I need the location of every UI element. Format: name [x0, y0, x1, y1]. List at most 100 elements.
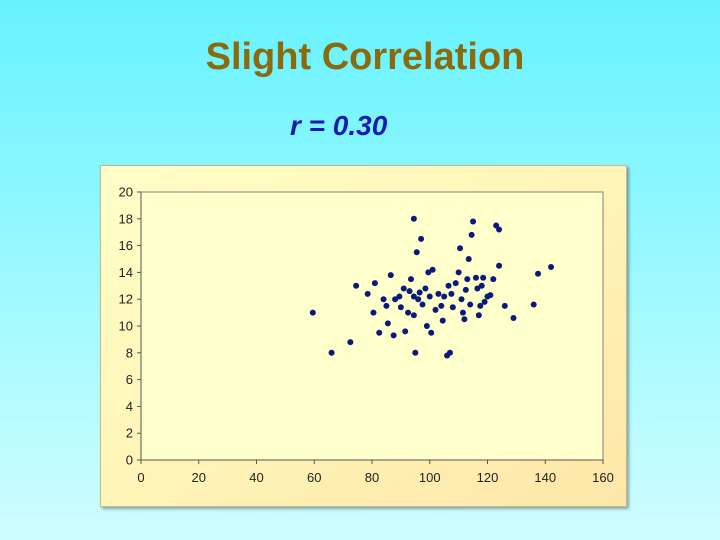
data-point — [530, 301, 537, 308]
data-points — [309, 215, 555, 359]
data-point — [439, 317, 446, 324]
data-point — [449, 304, 456, 311]
data-point — [384, 320, 391, 327]
data-point — [445, 282, 452, 289]
slide-title: Slight Correlation — [205, 36, 525, 78]
data-point — [452, 280, 459, 287]
data-point — [446, 349, 453, 356]
y-tick-label: 8 — [126, 345, 133, 360]
data-point — [413, 249, 420, 256]
data-point — [416, 289, 423, 296]
data-point — [480, 274, 487, 281]
data-point — [328, 349, 335, 356]
x-tick-label: 120 — [477, 470, 499, 485]
data-point — [548, 264, 555, 271]
data-point — [441, 293, 448, 300]
data-point — [423, 323, 430, 329]
data-point — [415, 296, 422, 303]
data-point — [402, 328, 409, 335]
data-point — [462, 286, 469, 293]
data-point — [353, 282, 360, 289]
data-point — [438, 302, 445, 309]
data-point — [487, 292, 494, 299]
data-point — [429, 266, 436, 273]
y-tick-label: 10 — [119, 319, 133, 334]
data-point — [478, 282, 485, 289]
data-point — [397, 304, 404, 311]
data-point — [425, 269, 432, 276]
data-point — [470, 218, 477, 225]
data-point — [474, 285, 481, 292]
data-point — [535, 270, 542, 277]
data-point — [510, 314, 517, 321]
data-point — [426, 293, 433, 300]
data-point — [422, 285, 429, 292]
data-point — [400, 285, 407, 292]
data-point — [387, 272, 394, 279]
data-point — [418, 235, 425, 242]
x-tick-label: 80 — [365, 470, 379, 485]
data-point — [432, 306, 439, 313]
data-point — [457, 245, 464, 252]
data-point — [406, 288, 413, 295]
data-point — [412, 349, 419, 356]
data-point — [475, 312, 482, 319]
data-point — [392, 296, 399, 303]
data-point — [390, 332, 397, 339]
x-tick-label: 40 — [249, 470, 263, 485]
data-point — [464, 276, 471, 283]
y-tick-label: 0 — [126, 453, 133, 468]
y-tick-label: 14 — [119, 265, 133, 280]
x-tick-label: 0 — [137, 470, 144, 485]
data-point — [468, 231, 475, 238]
y-tick-label: 12 — [119, 292, 133, 307]
data-point — [428, 329, 435, 336]
data-point — [467, 301, 474, 308]
x-tick-label: 100 — [419, 470, 441, 485]
scatter-plot: 0 2 4 6 8 10 12 14 16 18 20 0 20 40 60 80 100 120 140 160 — [119, 185, 614, 486]
data-point — [435, 290, 442, 297]
data-point — [465, 256, 472, 262]
data-point — [370, 309, 377, 316]
correlation-coefficient: r = 0.30 — [290, 110, 388, 141]
data-point — [472, 274, 479, 281]
data-point — [459, 309, 466, 316]
data-point — [481, 298, 488, 305]
data-point — [380, 296, 387, 303]
data-point — [383, 302, 390, 309]
data-point — [410, 293, 417, 300]
x-tick-label: 60 — [307, 470, 321, 485]
data-point — [410, 312, 417, 319]
data-point — [461, 316, 468, 323]
data-point — [371, 280, 378, 287]
data-point — [448, 290, 455, 297]
data-point — [376, 329, 383, 336]
data-point — [458, 296, 465, 303]
data-point — [477, 302, 484, 309]
data-point — [347, 339, 354, 346]
data-point — [407, 276, 414, 283]
y-tick-label: 16 — [119, 238, 133, 253]
data-point — [455, 269, 462, 276]
axes — [137, 191, 604, 464]
data-point — [501, 302, 508, 309]
data-point — [396, 293, 403, 300]
data-point — [419, 301, 426, 308]
tick-labels: 0 2 4 6 8 10 12 14 16 18 20 0 20 40 60 80 100 120 140 160 — [119, 185, 614, 486]
y-tick-label: 2 — [126, 426, 133, 441]
x-tick-label: 140 — [534, 470, 556, 485]
data-point — [490, 276, 497, 283]
x-tick-label: 20 — [192, 470, 206, 485]
y-tick-label: 18 — [119, 211, 133, 226]
x-tick-label: 160 — [592, 470, 614, 485]
data-point — [496, 262, 503, 269]
data-point — [364, 290, 371, 297]
data-point — [496, 226, 503, 233]
data-point — [410, 215, 417, 222]
data-point — [309, 309, 316, 316]
y-tick-label: 20 — [119, 185, 133, 200]
chart-area: 0 2 4 6 8 10 12 14 16 18 20 0 20 40 60 80 100 120 140 160 — [100, 165, 627, 507]
y-tick-label: 6 — [126, 372, 133, 387]
y-tick-label: 4 — [126, 399, 133, 414]
data-point — [405, 309, 412, 316]
